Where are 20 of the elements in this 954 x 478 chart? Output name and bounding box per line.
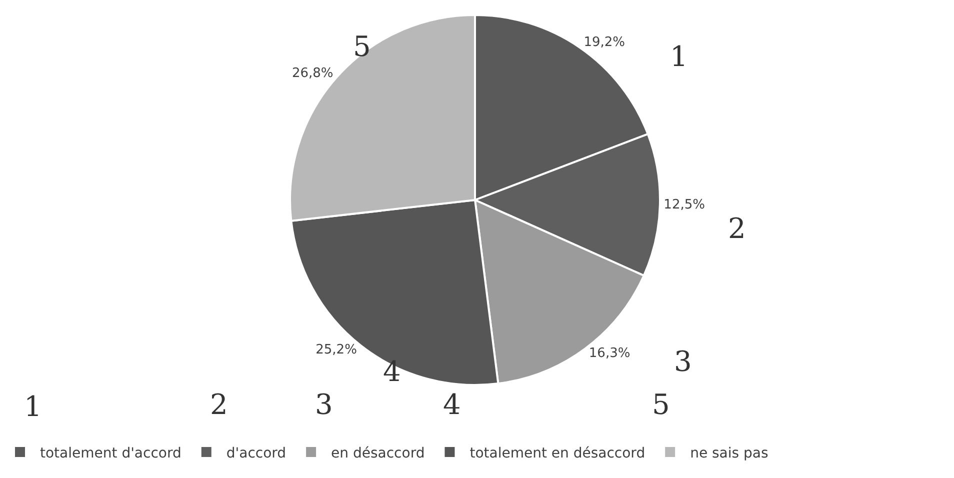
data-label: 26,8% <box>292 66 334 81</box>
text: 5 <box>652 388 670 421</box>
data-label: 12,5% <box>664 198 705 213</box>
text: 2 <box>210 388 228 421</box>
text: 1 <box>670 40 688 73</box>
text: 5 <box>353 30 371 63</box>
data-label: 16,3% <box>588 346 630 361</box>
legend-label: en désaccord <box>331 446 425 462</box>
text: 3 <box>315 388 333 421</box>
text: 4 <box>383 355 401 388</box>
text: 2 <box>728 212 746 245</box>
data-label: 19,2% <box>584 35 626 50</box>
text: 1 <box>24 390 42 423</box>
text: 3 <box>674 345 692 378</box>
legend-label: totalement d'accord <box>40 446 182 462</box>
legend-label: ne sais pas <box>690 446 768 462</box>
legend-label: d'accord <box>226 446 286 462</box>
legend-label: totalement en désaccord <box>470 446 646 462</box>
data-label: 25,2% <box>316 342 357 358</box>
text: 4 <box>443 388 461 421</box>
